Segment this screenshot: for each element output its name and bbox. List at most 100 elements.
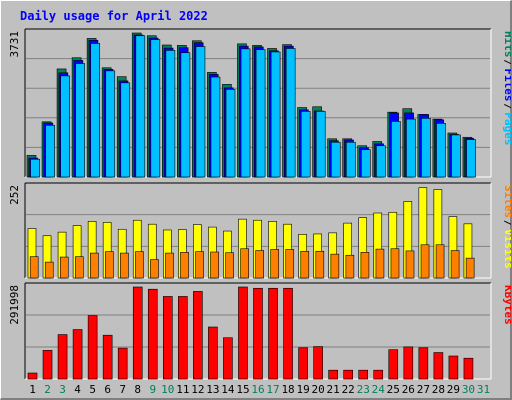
- x-tick-day-20: 20: [312, 383, 325, 396]
- sites-bar-day-25: [390, 248, 400, 279]
- sites-bar-day-8: [135, 251, 144, 279]
- pages-bar-day-5: [90, 43, 101, 178]
- pages-bar-day-9: [150, 39, 161, 178]
- kbytes-bar-day-26: [403, 346, 414, 380]
- legend-pages: Pages: [502, 112, 511, 145]
- x-tick-day-24: 24: [372, 383, 386, 396]
- kbytes-bar-day-20: [313, 346, 323, 380]
- pages-bar-day-18: [285, 48, 296, 178]
- sites-bar-day-28: [435, 244, 445, 279]
- sites-bar-day-16: [255, 250, 264, 279]
- kbytes-bar-day-9: [147, 288, 158, 380]
- x-tick-day-26: 26: [402, 383, 415, 396]
- pages-bar-day-17: [270, 51, 281, 178]
- kbytes-bar-day-4: [72, 329, 83, 380]
- sites-bar-day-19: [300, 250, 310, 279]
- pages-bar-day-15: [240, 48, 251, 178]
- x-tick-day-28: 28: [432, 383, 445, 396]
- x-tick-day-29: 29: [447, 383, 460, 396]
- x-tick-day-16: 16: [251, 383, 264, 396]
- x-tick-day-25: 25: [387, 383, 400, 396]
- pages-bar-day-8: [135, 35, 146, 178]
- sites-bar-day-18: [285, 249, 295, 279]
- sites-bar-day-2: [44, 261, 54, 279]
- sites-bar-day-4: [74, 256, 84, 279]
- x-tick-day-31: 31: [477, 383, 490, 396]
- sites-bar-day-17: [270, 249, 280, 279]
- pages-bar-day-4: [75, 63, 85, 178]
- kbytes-bar-day-22: [343, 369, 353, 380]
- sites-bar-day-14: [225, 252, 234, 279]
- x-tick-day-10: 10: [161, 383, 174, 396]
- kbytes-bar-day-18: [283, 287, 293, 380]
- sites-bar-day-13: [210, 251, 219, 279]
- pages-bar-day-6: [105, 70, 116, 178]
- pages-bar-day-29: [451, 134, 461, 178]
- pages-bar-day-19: [300, 111, 311, 178]
- x-tick-day-19: 19: [296, 383, 309, 396]
- sites-bar-day-6: [105, 251, 114, 279]
- chart-title: Daily usage for April 2022: [20, 9, 208, 23]
- kbytes-axis-max-label: 291998: [8, 285, 21, 325]
- sites-bar-day-10: [165, 252, 174, 279]
- sites-bar-day-29: [450, 250, 460, 279]
- x-tick-day-6: 6: [104, 383, 111, 396]
- x-tick-day-13: 13: [206, 383, 219, 396]
- legend-kbytes: KBytes: [502, 285, 511, 325]
- x-tick-day-17: 17: [266, 383, 279, 396]
- kbytes-bar-day-25: [388, 349, 399, 380]
- legend-visits: Visits: [502, 229, 511, 269]
- legend-sites: Sites: [502, 185, 511, 218]
- pages-bar-day-23: [361, 149, 371, 178]
- sites-bar-day-27: [420, 244, 430, 279]
- hits-files-pages-legend-slash: /: [502, 103, 511, 110]
- sites-bar-day-26: [405, 250, 415, 279]
- sites-bar-day-11: [180, 252, 189, 279]
- pages-bar-day-21: [330, 141, 341, 178]
- sites-bar-day-30: [465, 257, 475, 279]
- pages-bar-day-27: [421, 118, 431, 178]
- sites-bar-day-20: [315, 250, 325, 279]
- kbytes-bar-day-16: [253, 287, 263, 380]
- x-tick-day-30: 30: [462, 383, 475, 396]
- sites-bar-day-9: [150, 259, 159, 279]
- x-tick-day-5: 5: [89, 383, 96, 396]
- x-tick-day-15: 15: [236, 383, 249, 396]
- kbytes-bar-day-10: [162, 296, 173, 380]
- kbytes-bar-day-1: [27, 372, 38, 380]
- sites-bar-day-12: [195, 251, 204, 279]
- kbytes-bar-day-2: [42, 350, 53, 380]
- sites-bar-day-7: [120, 252, 129, 279]
- kbytes-bar-day-21: [328, 369, 338, 380]
- pages-bar-day-1: [30, 158, 40, 178]
- pages-bar-day-2: [45, 124, 55, 178]
- pages-bar-day-3: [60, 75, 70, 178]
- x-tick-day-1: 1: [29, 383, 36, 396]
- x-tick-day-11: 11: [176, 383, 189, 396]
- sites-bar-day-3: [59, 256, 69, 279]
- x-tick-day-21: 21: [327, 383, 340, 396]
- pages-bar-day-14: [225, 89, 236, 178]
- kbytes-bar-day-30: [463, 357, 474, 380]
- kbytes-bar-day-6: [102, 334, 113, 380]
- kbytes-bar-day-19: [298, 347, 308, 380]
- x-tick-day-7: 7: [119, 383, 126, 396]
- pages-bar-day-20: [315, 111, 326, 178]
- pages-bar-day-10: [165, 50, 176, 178]
- x-tick-day-2: 2: [44, 383, 51, 396]
- kbytes-bar-day-29: [448, 355, 459, 380]
- x-tick-day-8: 8: [134, 383, 141, 396]
- kbytes-bar-day-17: [268, 287, 278, 380]
- sites-bar-day-23: [360, 252, 370, 279]
- kbytes-bar-day-24: [373, 369, 384, 380]
- sites-bar-day-1: [29, 256, 39, 279]
- pages-bar-day-24: [376, 145, 386, 178]
- visits-sites-axis-max-label: 252: [8, 185, 21, 205]
- x-tick-day-4: 4: [74, 383, 81, 396]
- kbytes-bar-day-27: [418, 347, 429, 380]
- sites-bar-day-24: [375, 248, 385, 279]
- kbytes-bar-day-3: [57, 334, 68, 380]
- sites-bar-day-15: [240, 248, 249, 279]
